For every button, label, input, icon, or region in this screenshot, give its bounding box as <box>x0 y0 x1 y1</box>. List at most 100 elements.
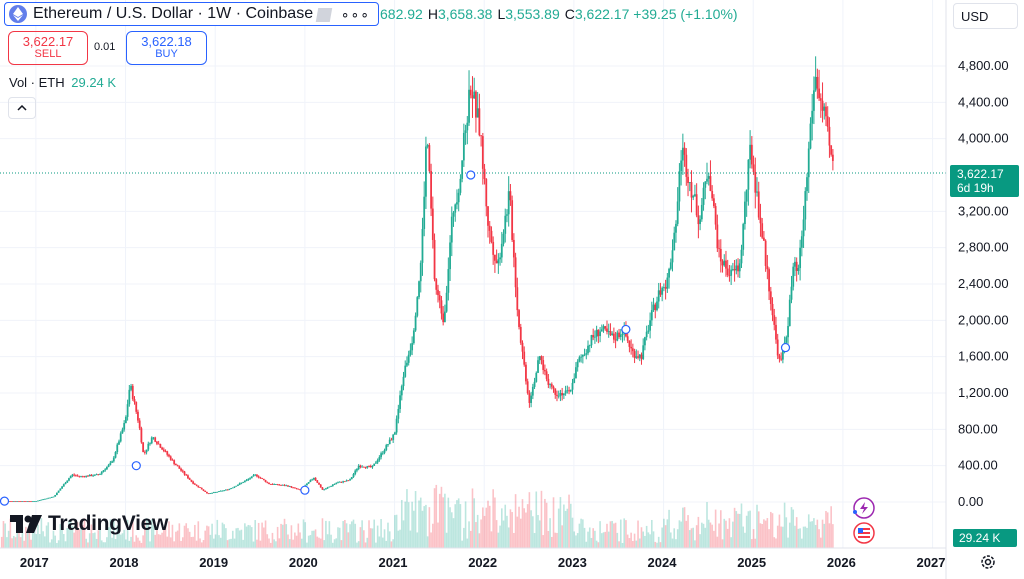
volume-bar <box>521 499 524 548</box>
candle-body <box>714 206 717 225</box>
candle-body <box>814 76 817 91</box>
volume-bar <box>664 525 667 548</box>
volume-bar <box>361 520 363 548</box>
sell-button[interactable]: 3,622.17 SELL <box>8 31 88 65</box>
volume-bar <box>166 536 169 548</box>
volume-legend[interactable]: Vol · ETH 29.24 K <box>9 75 116 90</box>
candle-body <box>443 311 446 323</box>
candle-body <box>768 269 770 292</box>
ethereum-icon <box>9 5 27 23</box>
candle-body <box>585 353 588 355</box>
volume-bar <box>159 534 162 548</box>
volume-bar <box>671 538 674 548</box>
volume-bar <box>556 532 558 548</box>
price-axis[interactable]: 4,800.00 4,400.00 4,000.00 3,200.00 2,800.00… <box>958 58 1009 509</box>
more-dots-icon[interactable]: ∘∘∘ <box>340 6 370 22</box>
flag-icon[interactable] <box>315 7 332 22</box>
volume-bar <box>6 537 8 548</box>
candle-body <box>640 354 643 359</box>
candle-body <box>562 393 565 396</box>
candle-body <box>338 481 341 483</box>
ohlc-low-label: L <box>497 6 506 22</box>
candle-body <box>373 463 376 466</box>
lightning-icon[interactable] <box>853 497 875 519</box>
candle-body <box>383 450 386 453</box>
volume-bar <box>480 519 482 548</box>
candle-body <box>433 239 436 280</box>
tradingview-logo[interactable]: TradingView <box>10 512 168 536</box>
candle-body <box>744 201 746 225</box>
candle-body <box>88 474 91 477</box>
volume-bar <box>783 502 786 548</box>
candle-body <box>690 182 693 198</box>
candle-body <box>9 501 12 502</box>
volume-bar <box>157 534 160 548</box>
candle-body <box>766 265 769 270</box>
candle-body <box>709 176 712 192</box>
candle-body <box>685 154 688 177</box>
candle-body <box>547 378 550 385</box>
candle-body <box>447 269 450 293</box>
volume-bar <box>304 522 307 548</box>
volume-bar <box>507 527 510 548</box>
candle-body <box>106 466 108 470</box>
candle-body <box>278 484 281 486</box>
volume-bar <box>714 509 717 548</box>
volume-bar <box>87 542 89 548</box>
candle-body <box>140 428 143 443</box>
event-markers[interactable] <box>0 170 791 506</box>
candle-body <box>607 331 610 332</box>
volume-bar <box>726 528 729 548</box>
volume-bar <box>537 515 539 548</box>
time-axis[interactable]: 2017 2018 2019 2020 2021 2022 2023 2024 2025 2026… <box>20 555 946 570</box>
volume-bar <box>295 535 298 548</box>
volume-bar <box>618 541 620 548</box>
candle-body <box>606 328 608 332</box>
volume-bar <box>723 518 726 548</box>
candle-body <box>797 268 800 271</box>
candle-body <box>419 262 422 282</box>
candle-body <box>566 390 569 392</box>
volume-bar <box>811 521 813 548</box>
volume-bar <box>759 523 762 548</box>
volume-bar <box>257 522 260 548</box>
candle-body <box>292 487 295 489</box>
volume-value: 29.24 K <box>71 75 117 90</box>
candle-body <box>590 335 593 346</box>
candle-body <box>697 215 700 225</box>
volume-bar <box>47 522 50 548</box>
candle-body <box>337 482 339 484</box>
volume-bar <box>456 500 458 548</box>
volume-bar <box>266 534 269 548</box>
volume-bar <box>450 512 453 548</box>
candle-body <box>162 449 165 452</box>
symbol-title[interactable]: Ethereum / U.S. Dollar · 1W · Coinbase <box>33 5 314 22</box>
us-flag-icon[interactable] <box>853 522 875 544</box>
candle-body <box>331 484 334 486</box>
symbol-header[interactable]: Ethereum / U.S. Dollar · 1W · Coinbase ∘… <box>4 2 379 26</box>
volume-bar <box>742 526 745 548</box>
candle-body <box>621 334 624 335</box>
volume-bar <box>597 542 600 548</box>
volume-bar <box>414 491 417 548</box>
volume-bar <box>564 510 567 548</box>
candle-body <box>492 241 495 255</box>
volume-bar <box>749 510 751 548</box>
volume-bar <box>563 504 565 548</box>
volume-bar <box>737 513 739 548</box>
volume-bar <box>40 518 43 548</box>
volume-bar <box>487 500 489 548</box>
candle-body <box>554 388 557 395</box>
candle-body <box>456 202 458 205</box>
candle-body <box>193 483 196 485</box>
candle-body <box>504 215 507 234</box>
collapse-button[interactable] <box>8 97 36 119</box>
volume-bar <box>88 533 91 548</box>
currency-selector[interactable]: USD <box>953 3 1018 29</box>
buy-button[interactable]: 3,622.18 BUY <box>126 31 207 65</box>
settings-icon[interactable] <box>980 554 996 570</box>
candle-body <box>237 484 239 486</box>
candle-body <box>773 315 776 325</box>
candle-body <box>611 333 614 335</box>
